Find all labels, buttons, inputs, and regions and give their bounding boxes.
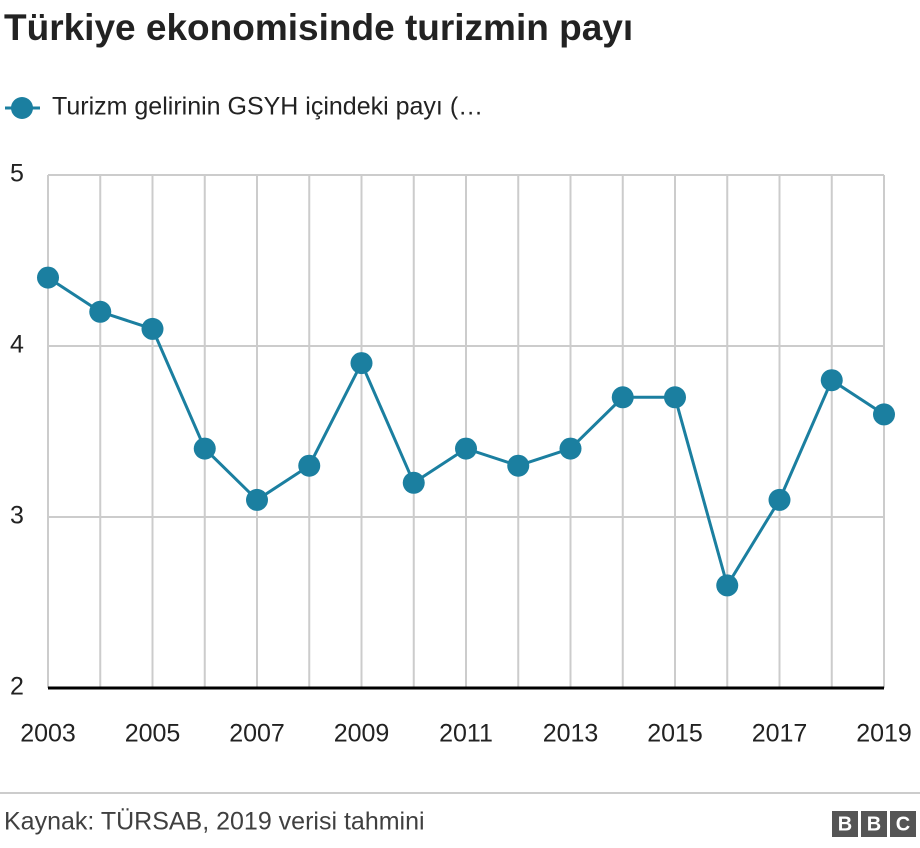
- legend-marker: [11, 97, 33, 119]
- logo-letter: B: [867, 813, 881, 835]
- data-point: [298, 454, 321, 477]
- data-point: [89, 300, 112, 323]
- data-point: [559, 437, 582, 460]
- data-point: [246, 488, 268, 511]
- x-tick-label: 2019: [856, 720, 912, 748]
- x-tick-label: 2003: [20, 720, 76, 748]
- logo-letter: B: [838, 813, 852, 835]
- logo-box: [890, 811, 916, 837]
- data-point: [402, 471, 425, 494]
- source: Kaynak: TÜRSAB, 2019 verisi tahmini: [4, 808, 425, 836]
- legend-label: Turizm gelirinin GSYH içindeki payı (…: [52, 93, 483, 121]
- data-point: [716, 574, 739, 597]
- logo-box: [832, 811, 858, 837]
- data-point: [768, 488, 791, 511]
- logo-box: [861, 811, 887, 837]
- data-point: [455, 437, 477, 460]
- data-point: [820, 369, 843, 392]
- x-tick-label: 2009: [334, 720, 390, 748]
- data-point: [507, 454, 530, 477]
- x-tick-label: 2011: [439, 720, 493, 748]
- data-point: [350, 352, 373, 375]
- logo-letter: C: [896, 813, 910, 835]
- data-point: [611, 386, 634, 409]
- x-tick-label: 2007: [229, 720, 285, 748]
- x-tick-label: 2015: [647, 720, 703, 748]
- x-tick-label: 2005: [125, 720, 181, 748]
- chart-title: Türkiye ekonomisinde turizmin payı: [4, 7, 633, 48]
- data-point: [193, 437, 216, 460]
- y-tick-label: 2: [10, 673, 24, 701]
- data-point: [664, 386, 686, 409]
- x-tick-label: 2017: [752, 720, 808, 748]
- data-point: [873, 403, 895, 426]
- y-tick-label: 3: [10, 502, 24, 530]
- y-tick-label: 4: [10, 331, 24, 359]
- data-point: [37, 266, 59, 289]
- y-tick-label: 5: [10, 160, 24, 188]
- x-tick-label: 2013: [543, 720, 599, 748]
- data-point: [141, 317, 164, 340]
